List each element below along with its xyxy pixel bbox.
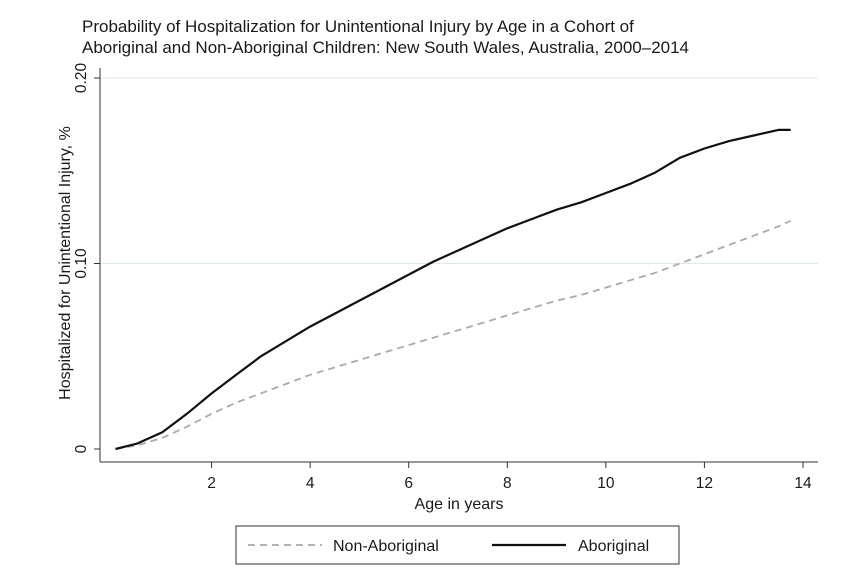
x-tick-label: 4 (306, 475, 315, 492)
y-axis-ticks: 0 0.10 0.20 (73, 63, 100, 453)
chart-title-line-1: Probability of Hospitalization for Unint… (82, 17, 634, 36)
plot-lines (115, 128, 792, 451)
x-tick-label: 6 (404, 475, 413, 492)
x-axis-ticks: 2 4 6 8 10 12 14 (207, 462, 812, 492)
legend: Non-Aboriginal Aboriginal (235, 525, 680, 565)
x-tick-label: 14 (794, 475, 812, 492)
chart-title-line-2: Aboriginal and Non-Aboriginal Children: … (82, 38, 689, 57)
x-tick-label: 8 (503, 475, 512, 492)
legend-label-aboriginal: Aboriginal (578, 538, 649, 555)
x-tick-label: 12 (696, 475, 713, 492)
x-tick-label: 10 (597, 475, 615, 492)
x-axis-title: Age in years (415, 496, 504, 513)
x-tick-label: 2 (207, 475, 216, 492)
series-line-aboriginal (115, 128, 791, 451)
y-tick-label: 0 (73, 444, 90, 453)
chart-title: Probability of Hospitalization for Unint… (82, 17, 689, 57)
gridlines (100, 77, 818, 264)
series-line-non-aboriginal (115, 219, 792, 450)
y-tick-label: 0.10 (73, 248, 90, 279)
y-axis-title: Hospitalized for Unintentional Injury, % (57, 126, 74, 400)
y-tick-label: 0.20 (73, 63, 90, 94)
axes (99, 68, 818, 463)
legend-label-non-aboriginal: Non-Aboriginal (333, 538, 439, 555)
